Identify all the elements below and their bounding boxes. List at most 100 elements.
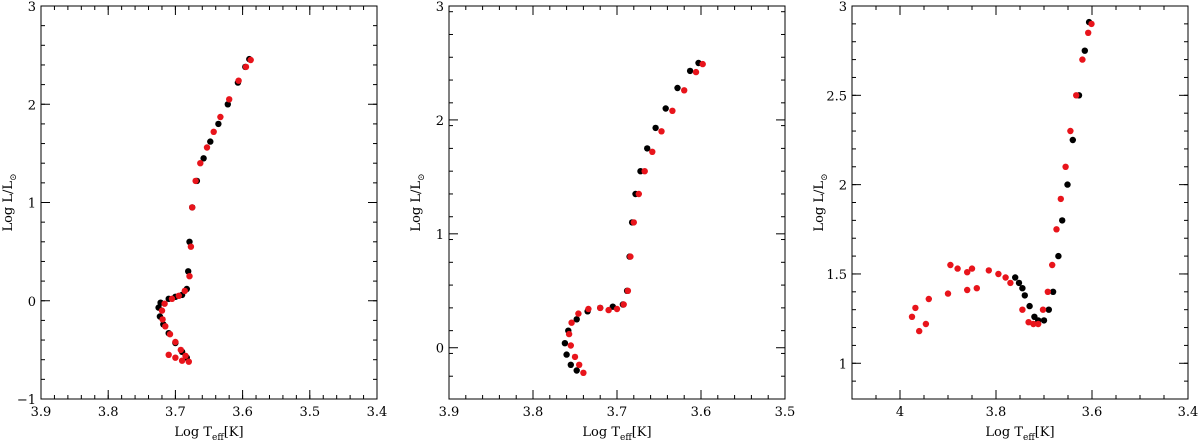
plot-frame — [448, 5, 786, 400]
data-point — [186, 238, 193, 245]
data-point — [567, 342, 574, 349]
data-point — [968, 265, 976, 272]
x-tick-label: 3.5 — [299, 405, 320, 420]
data-point — [1019, 306, 1026, 313]
series-2 — [158, 56, 254, 365]
data-point — [692, 68, 700, 76]
data-point — [649, 148, 656, 155]
plot-frame — [40, 5, 378, 400]
x-tick-label: 3.9 — [439, 405, 460, 420]
x-tick-label: 3.7 — [607, 405, 628, 420]
data-point — [681, 87, 688, 94]
data-point — [669, 107, 676, 115]
x-axis-label: Log Teff[K] — [582, 425, 651, 441]
y-tick-label: 1.5 — [826, 268, 847, 283]
data-point — [185, 358, 192, 365]
x-tick-label: 4 — [896, 405, 904, 420]
data-point — [624, 287, 632, 294]
y-tick-label: −1 — [17, 393, 36, 408]
data-point — [652, 124, 659, 132]
data-point — [182, 352, 189, 359]
x-tick-label: 3.4 — [367, 405, 388, 420]
x-axis-label: Log Teff[K] — [174, 425, 243, 441]
data-point — [1044, 288, 1052, 295]
y-tick-label: 3 — [436, 0, 444, 15]
x-tick-label: 3.5 — [775, 405, 796, 420]
data-point — [1081, 47, 1089, 54]
data-point — [1064, 181, 1071, 188]
series-1 — [1012, 18, 1093, 324]
data-point — [686, 67, 694, 75]
data-point — [235, 77, 242, 84]
data-point — [203, 144, 211, 151]
data-point — [1069, 136, 1077, 144]
data-point — [1021, 292, 1028, 299]
data-point — [187, 243, 195, 250]
data-point — [641, 168, 648, 175]
data-point — [916, 327, 923, 335]
data-point — [571, 353, 579, 361]
x-tick-label: 3.9 — [31, 405, 52, 420]
data-point — [197, 160, 204, 167]
data-point — [172, 338, 179, 346]
data-point — [561, 340, 569, 347]
data-point — [175, 292, 182, 299]
data-point — [985, 267, 992, 274]
data-point — [1053, 226, 1060, 233]
data-point — [585, 305, 592, 313]
data-point — [247, 56, 254, 64]
data-point — [644, 145, 651, 152]
data-point — [1019, 285, 1026, 292]
x-tick-label: 3.8 — [98, 405, 119, 420]
data-point — [568, 319, 575, 326]
data-point — [964, 269, 971, 276]
data-point — [1079, 56, 1086, 63]
data-point — [597, 304, 604, 312]
panel-3: 4 3.8 3.6 3.4 1 1.5 2 2.5 3 Log Teff[K] Log L/L⊙ — [812, 0, 1198, 441]
data-point — [1057, 195, 1065, 203]
series-1 — [561, 59, 702, 374]
data-point — [973, 285, 980, 292]
data-point — [573, 316, 580, 323]
series-2 — [565, 60, 706, 376]
y-tick-label: 2.5 — [826, 89, 847, 104]
data-point — [1067, 127, 1074, 135]
data-point — [189, 204, 196, 211]
y-tick-label: 3 — [839, 0, 847, 15]
data-point — [1049, 261, 1056, 269]
data-point — [658, 128, 665, 135]
data-point — [912, 304, 919, 312]
data-point — [580, 369, 587, 376]
y-tick-label: 2 — [839, 179, 847, 194]
data-point — [162, 323, 169, 330]
data-point — [944, 290, 952, 297]
data-point — [1045, 306, 1053, 313]
data-point — [210, 128, 217, 135]
x-tick-label: 3.7 — [165, 405, 186, 420]
data-point — [1040, 317, 1048, 324]
y-tick-label: 1 — [839, 357, 847, 372]
data-point — [1012, 274, 1019, 281]
plot-frame — [851, 5, 1189, 400]
data-point — [158, 307, 166, 314]
data-point — [172, 354, 179, 361]
data-point — [1015, 279, 1023, 287]
y-tick-label: 2 — [28, 98, 36, 113]
data-point — [168, 295, 176, 302]
y-axis-label: Log L/L⊙ — [812, 173, 830, 231]
data-point — [192, 177, 199, 185]
data-point — [215, 120, 222, 128]
data-point — [185, 268, 192, 275]
series-1 — [155, 55, 253, 361]
data-point — [620, 301, 627, 308]
data-point — [1039, 306, 1047, 313]
data-point — [995, 270, 1002, 278]
data-point — [630, 219, 637, 226]
y-tick-label: 1 — [28, 197, 36, 212]
data-point — [1031, 313, 1038, 320]
data-point — [567, 361, 574, 368]
series-2 — [908, 20, 1095, 335]
data-point — [1007, 279, 1014, 287]
data-point — [662, 105, 669, 112]
data-point — [177, 346, 184, 354]
